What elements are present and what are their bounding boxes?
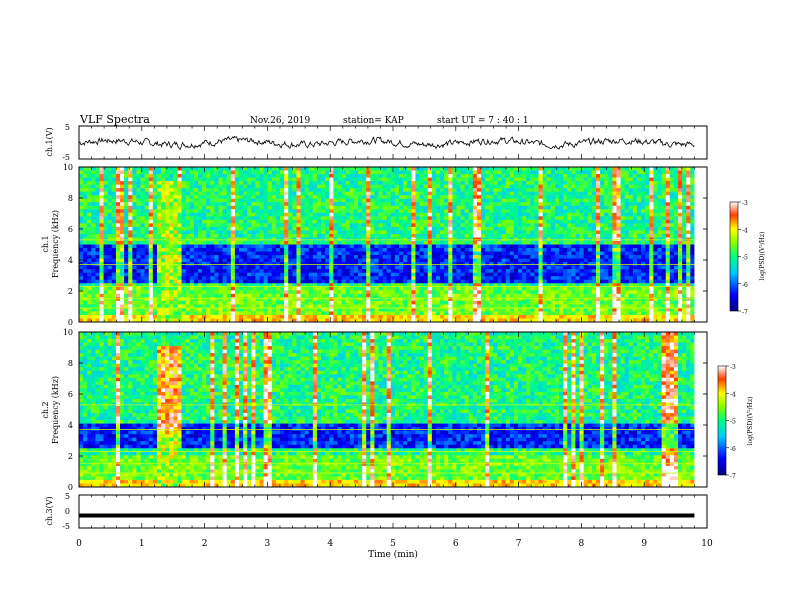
ch3-ytick-top: 5 [65,492,70,501]
ch3-ylabel: ch.3(V) [45,496,54,525]
x-tick-label: 2 [202,539,208,549]
y-tick-label: 10 [63,328,73,337]
y-tick-label: 6 [68,390,73,399]
ch1-waveform-panel: 5 -5 ch.1(V) [45,123,708,162]
ch1-colorbar: -3 -4 -5 -6 -7 log(PSD)(V²/Hz) [729,200,766,316]
x-tick-label: 3 [265,539,271,549]
colorbar-tick-label: -5 [742,255,748,262]
colorbar-tick-label: -4 [730,391,736,398]
x-tick-label: 7 [516,539,522,549]
ch2-spectrogram-image [79,332,707,487]
station-label: station= KAP [343,116,404,126]
y-tick-label: 4 [68,421,73,430]
ch1-ytick-top: 5 [65,123,70,132]
y-tick-label: 6 [68,225,73,234]
ch2-spectrogram-panel: 0 2 4 6 8 10 ch.2 Frequency (kHz) -3 -4 -5 -6 -7 … [41,328,754,492]
ch1-ytick-bottom: -5 [62,153,70,162]
x-tick-label: 9 [641,539,647,549]
y-tick-label: 4 [68,256,73,265]
x-tick-label: 6 [453,539,459,549]
ch1-ylabel: ch.1(V) [45,127,54,156]
x-axis-label: Time (min) [368,549,418,560]
colorbar-tick-label: -6 [730,446,736,453]
ch1-spectrogram-panel: 0 2 4 6 8 10 ch.1 Frequency (kHz) -3 -4 -5 -6 -7 … [41,163,766,327]
y-tick-label: 10 [63,163,73,172]
y-tick-label: 8 [68,194,73,203]
colorbar-tick-label: -7 [742,309,748,316]
x-tick-label: 5 [390,539,396,549]
ch1-spec-ylabel-ch: ch.1 [41,235,50,252]
x-tick-label: 0 [76,539,82,549]
start-time-label: start UT = 7 : 40 : 1 [437,116,529,126]
ch1-waveform-line [78,135,695,151]
y-tick-label: 2 [68,287,73,296]
x-tick-label: 1 [139,539,145,549]
ch3-ytick-bottom: -5 [62,522,70,531]
ch2-spec-ylabel-ch: ch.2 [41,401,50,418]
ch2-colorbar-label: log(PSD)(V²/Hz) [747,397,754,446]
colorbar-tick-label: -4 [742,227,748,234]
y-tick-label: 2 [68,452,73,461]
x-tick-label: 10 [701,539,713,549]
colorbar-tick-label: -3 [742,200,748,207]
y-tick-label: 8 [68,359,73,368]
ch1-colorbar-label: log(PSD)(V²/Hz) [759,232,766,281]
colorbar-tick-label: -5 [730,419,736,426]
y-tick-label: 0 [68,483,73,492]
x-tick-label: 8 [579,539,585,549]
ch2-colorbar: -3 -4 -5 -6 -7 log(PSD)(V²/Hz) [717,364,754,480]
y-tick-label: 0 [68,318,73,327]
date-label: Nov.26, 2019 [250,116,311,126]
x-tick-label: 4 [327,539,333,549]
colorbar-tick-label: -6 [742,282,748,289]
colorbar-tick-label: -7 [730,473,736,480]
ch3-ytick-mid: 0 [65,507,70,516]
ch1-spectrogram-image [79,167,707,322]
figure-title: VLF Spectra [79,113,150,126]
ch1-spec-ylabel-freq: Frequency (kHz) [51,210,60,278]
ch3-waveform-panel: 5 0 -5 ch.3(V) [45,492,708,531]
ch2-spec-ylabel-freq: Frequency (kHz) [51,376,60,444]
colorbar-tick-label: -3 [730,364,736,371]
